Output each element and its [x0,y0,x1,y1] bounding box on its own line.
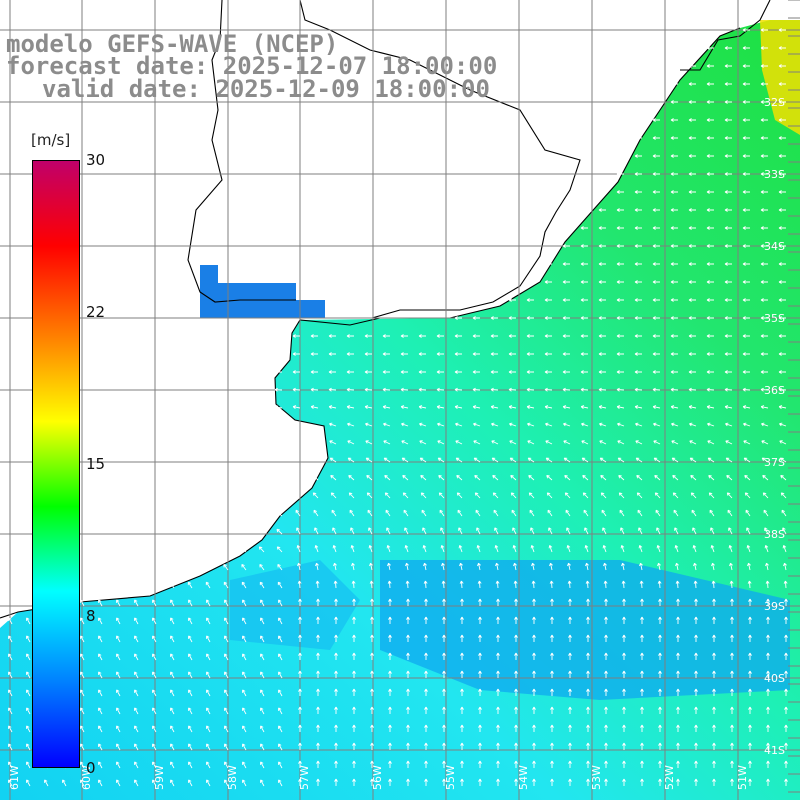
coastline-segment-2 [300,0,580,318]
colorbar-tick-8: 8 [86,607,96,625]
river-plate-field [200,265,325,318]
lon-label-53W: 53W [590,765,603,790]
wind-speed-field [0,20,800,800]
lon-label-52W: 52W [663,765,676,790]
colorbar-tick-30: 30 [86,151,105,169]
lat-label-37S: 37S [764,456,785,469]
lon-label-59W: 59W [153,765,166,790]
lon-label-55W: 55W [444,765,457,790]
lat-label-32S: 32S [764,96,785,109]
lat-label-33S: 33S [764,168,785,181]
wind-arrow [277,512,283,516]
lon-label-56W: 56W [371,765,384,790]
colorbar-tick-15: 15 [86,455,105,473]
lat-label-38S: 38S [764,528,785,541]
lon-label-58W: 58W [226,765,239,790]
lon-label-57W: 57W [298,765,311,790]
lat-label-40S: 40S [764,672,785,685]
valid-date: valid date: 2025-12-09 18:00:00 [42,77,490,101]
lat-label-35S: 35S [764,312,785,325]
lat-label-34S: 34S [764,240,785,253]
lon-label-54W: 54W [517,765,530,790]
lat-label-41S: 41S [764,744,785,757]
lon-label-61W: 61W [8,765,21,790]
wind-arrow [241,547,246,552]
lon-label-51W: 51W [736,765,749,790]
colorbar [32,160,80,768]
colorbar-unit: [m/s] [31,131,70,149]
lat-label-36S: 36S [764,384,785,397]
colorbar-tick-22: 22 [86,303,105,321]
lat-label-39S: 39S [764,600,785,613]
colorbar-tick-0: 0 [86,759,96,777]
